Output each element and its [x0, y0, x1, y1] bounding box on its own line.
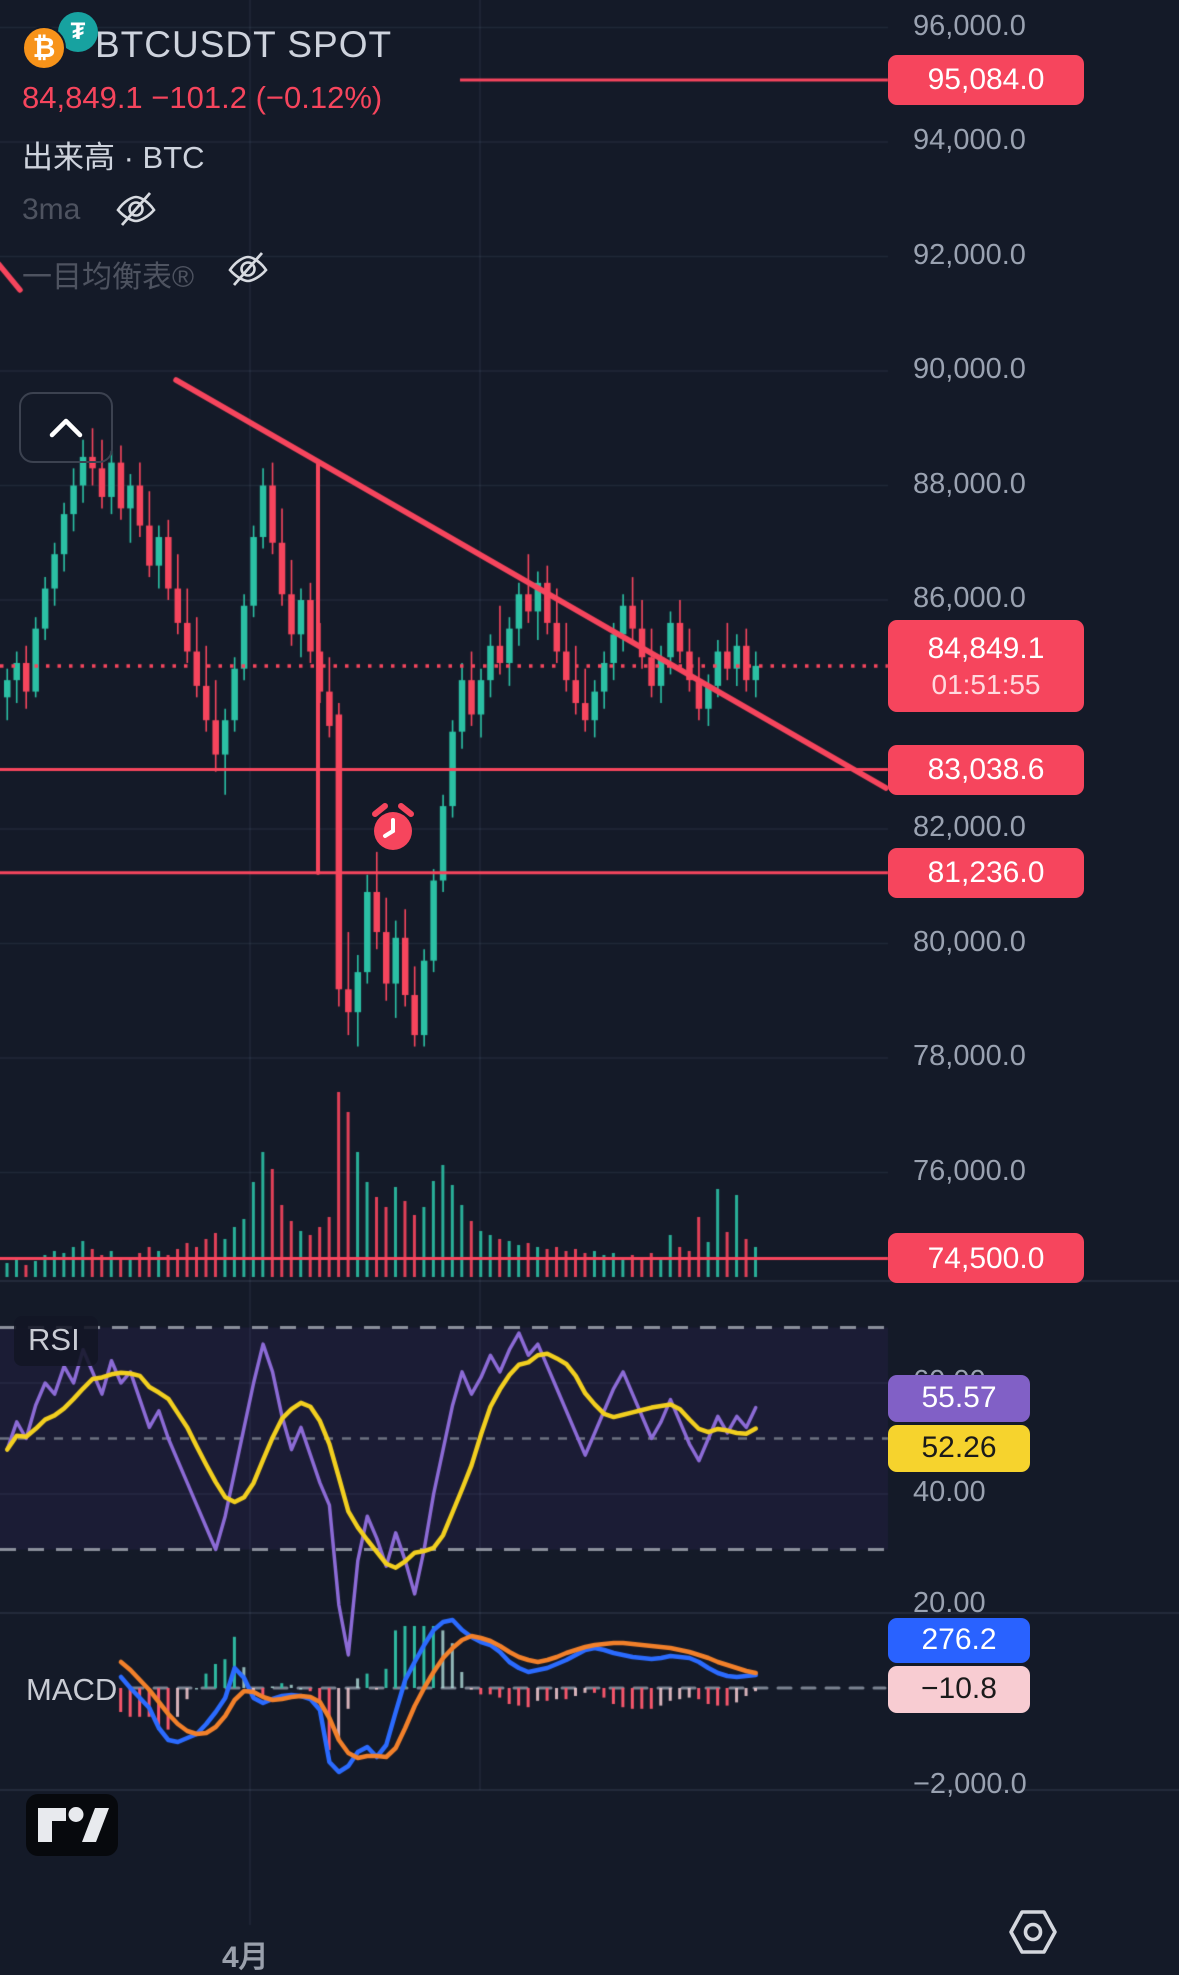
price-alert-pill[interactable]: 95,084.0: [888, 54, 1084, 105]
rsi-value-pill[interactable]: 55.57: [888, 1374, 1030, 1422]
rsi-axis-tick: 40.00: [913, 1476, 986, 1508]
bar-countdown: 01:51:55: [931, 669, 1041, 701]
macd-axis-tick: −2,000.0: [913, 1768, 1027, 1800]
rsi-ma-value-pill[interactable]: 52.26: [888, 1424, 1030, 1472]
tradingview-logo-icon: [26, 1794, 118, 1856]
macd-value-pill[interactable]: 276.2: [888, 1617, 1030, 1663]
rsi-pane-label: RSI: [28, 1322, 80, 1357]
volume-indicator-label: 出来高 · BTC: [22, 140, 205, 175]
price-change-row: 84,849.1 −101.2 (−0.12%): [22, 80, 383, 115]
symbol-title: BTCUSDT SPOT: [95, 24, 393, 65]
price-axis-tick: 82,000.0: [913, 811, 1026, 843]
price-axis-tick: 86,000.0: [913, 582, 1026, 614]
rsi-ma-value-pill-value: 52.26: [921, 1431, 997, 1465]
price-axis-tick: 96,000.0: [913, 9, 1026, 42]
alarm-clock-icon: [372, 803, 414, 850]
x-axis-month-label: 4月: [222, 1941, 269, 1974]
price-alert-pill-value: 95,084.0: [927, 63, 1045, 97]
last-price-pill[interactable]: 84,849.1 01:51:55: [888, 619, 1084, 712]
price-alert-pill[interactable]: 81,236.0: [888, 847, 1084, 898]
settings-nut-icon: [1009, 1910, 1057, 1954]
price-axis-tick: 80,000.0: [913, 925, 1026, 958]
chart-settings-button[interactable]: [1005, 1906, 1061, 1958]
collapse-legend-button[interactable]: [19, 392, 113, 463]
ma-visibility-toggle[interactable]: [110, 183, 162, 233]
price-axis-tick: 90,000.0: [913, 353, 1026, 385]
price-alert-pill-value: 83,038.6: [927, 752, 1045, 786]
price-axis-tick: 94,000.0: [913, 124, 1026, 156]
pair-logo: ₮ ₿: [22, 12, 102, 70]
price-axis-tick: 92,000.0: [913, 238, 1026, 271]
last-price-pill-value: 84,849.1: [927, 631, 1045, 665]
ma-legend-label: 3ma: [22, 193, 81, 226]
price-axis-tick: 78,000.0: [913, 1040, 1026, 1072]
bitcoin-icon: ₿: [22, 26, 66, 70]
eye-off-icon: [228, 252, 268, 286]
price-alert-pill[interactable]: 83,038.6: [888, 744, 1084, 795]
ichimoku-legend-label: 一目均衡表®: [22, 261, 195, 294]
price-axis-tick: 76,000.0: [913, 1154, 1026, 1187]
price-axis-tick: 88,000.0: [913, 467, 1026, 500]
macd-hist-value-pill[interactable]: −10.8: [888, 1665, 1030, 1713]
alarm-clock-marker[interactable]: [363, 800, 423, 862]
tradingview-logo[interactable]: [26, 1794, 118, 1856]
price-alert-pill[interactable]: 74,500.0: [888, 1233, 1084, 1284]
rsi-axis-tick: 20.00: [913, 1587, 986, 1619]
macd-value-pill-value: 276.2: [921, 1623, 997, 1657]
eye-off-icon: [116, 192, 156, 226]
chevron-up-icon: [49, 418, 83, 437]
rsi-pane-label-box[interactable]: RSI: [14, 1316, 98, 1366]
price-alert-pill-value: 74,500.0: [927, 1241, 1045, 1275]
macd-hist-value-pill-value: −10.8: [921, 1672, 997, 1706]
macd-pane-label[interactable]: MACD: [26, 1672, 118, 1707]
price-alert-pill-value: 81,236.0: [927, 855, 1045, 889]
ichimoku-visibility-toggle[interactable]: [222, 243, 274, 293]
rsi-value-pill-value: 55.57: [921, 1381, 997, 1415]
